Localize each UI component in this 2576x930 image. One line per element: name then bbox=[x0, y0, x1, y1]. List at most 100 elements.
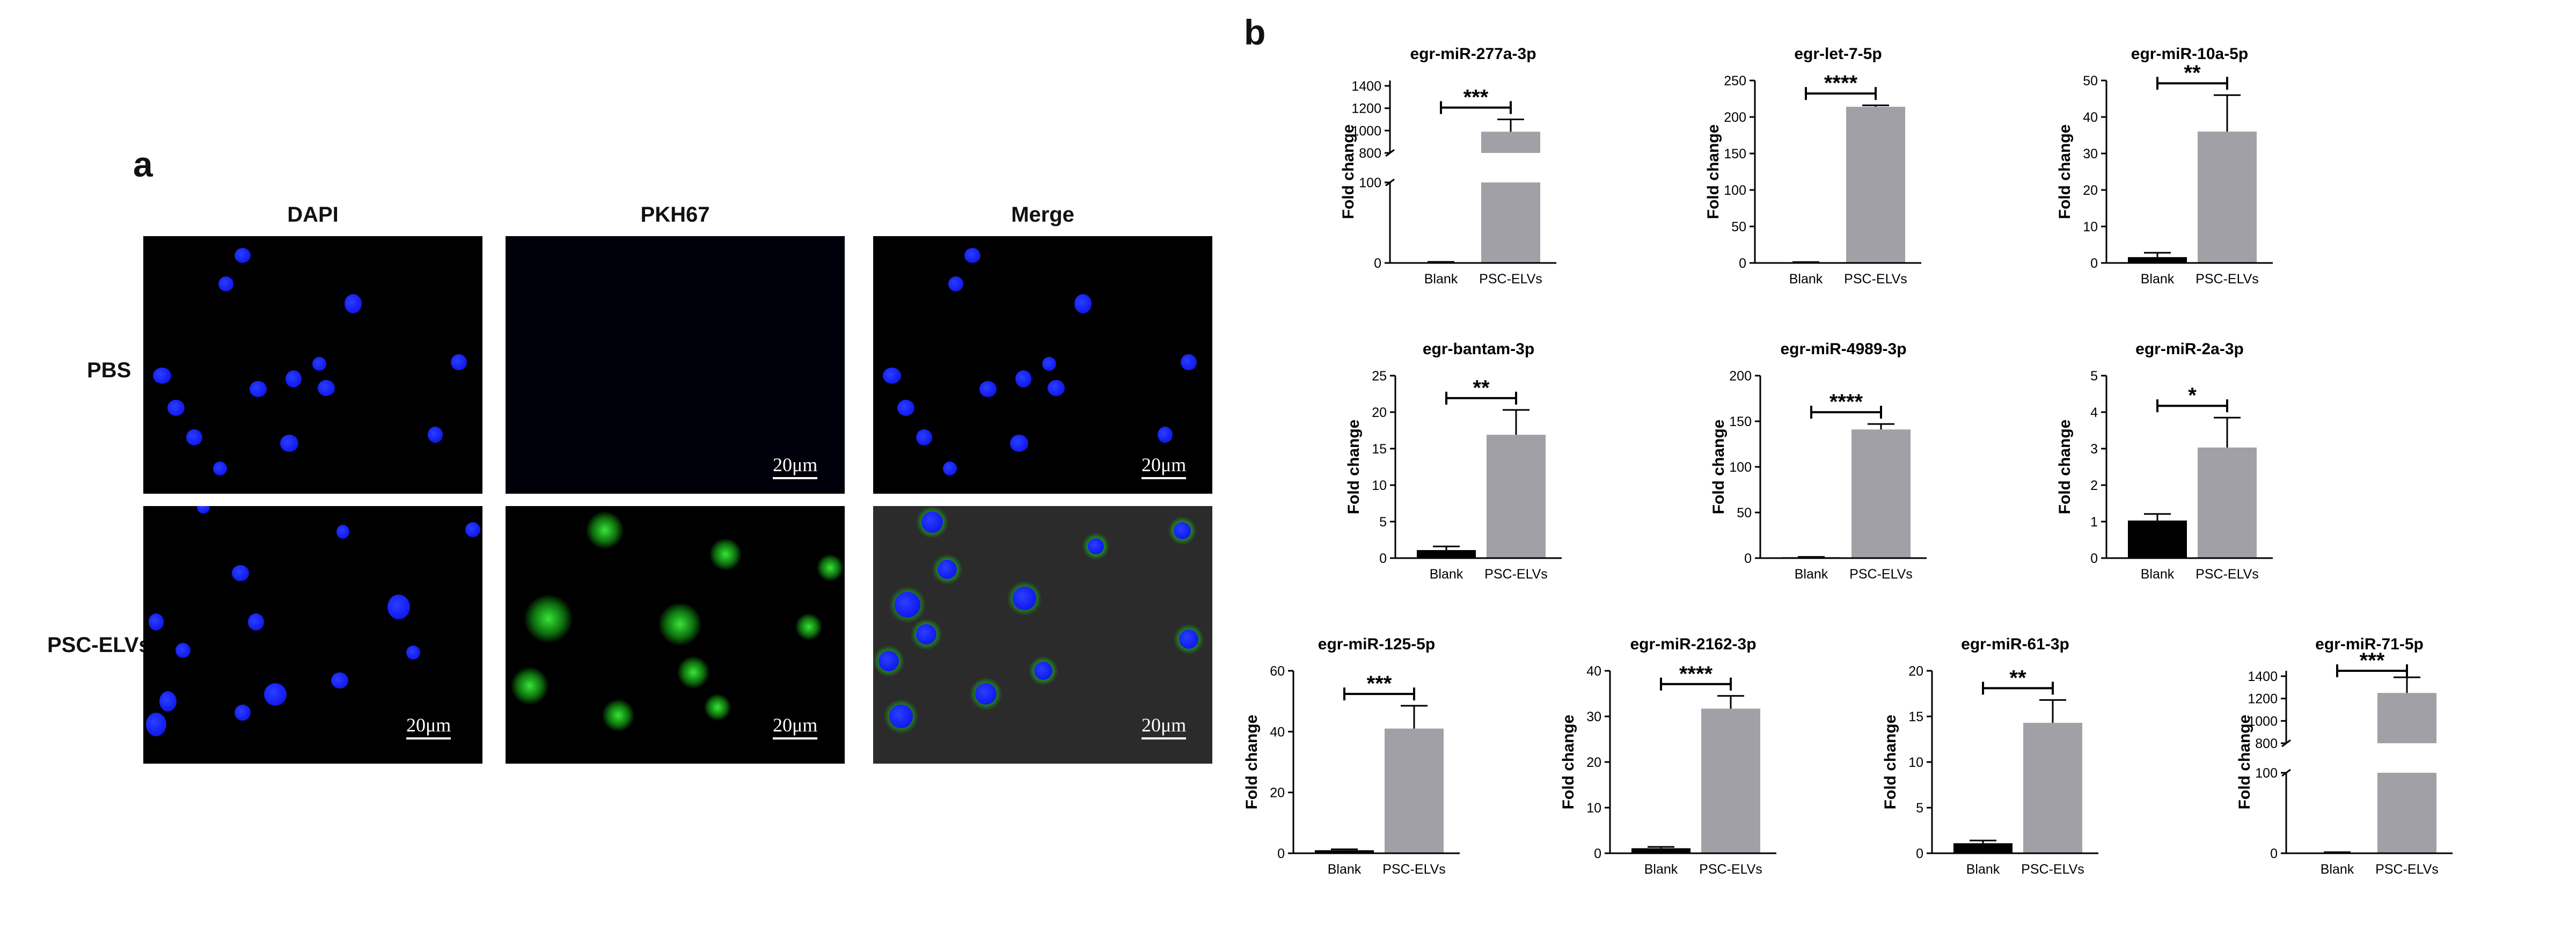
y-axis-label: Fold change bbox=[2056, 420, 2074, 515]
scale-bar: 20μm bbox=[773, 453, 818, 479]
bar-blank bbox=[1953, 843, 2012, 853]
nucleus bbox=[938, 560, 957, 579]
nucleus bbox=[312, 357, 326, 371]
micrograph-pbs-merge bbox=[873, 236, 1212, 494]
x-tick-label: PSC-ELVs bbox=[1849, 567, 1913, 582]
x-tick-label: Blank bbox=[2141, 272, 2175, 287]
y-tick-label: 100 bbox=[1724, 183, 1746, 198]
exosome-signal bbox=[658, 603, 701, 646]
y-axis-label: Fold change bbox=[1882, 715, 1899, 810]
scale-bar: 20μm bbox=[773, 714, 818, 739]
y-axis-label: Fold change bbox=[2056, 125, 2074, 219]
x-tick-label: Blank bbox=[2321, 862, 2354, 877]
nucleus bbox=[1048, 380, 1065, 396]
x-tick-label: Blank bbox=[1789, 272, 1823, 287]
y-tick-label: 200 bbox=[1724, 110, 1746, 125]
nucleus bbox=[235, 248, 251, 263]
nucleus bbox=[280, 435, 298, 452]
x-tick-label: Blank bbox=[1430, 567, 1463, 582]
nucleus bbox=[465, 522, 480, 537]
nucleus bbox=[948, 276, 963, 291]
bar-psc-elvs bbox=[1846, 106, 1905, 263]
y-tick-label: 15 bbox=[1908, 709, 1923, 724]
bar-psc-elvs bbox=[1481, 182, 1540, 263]
nucleus bbox=[235, 705, 251, 721]
nucleus bbox=[1042, 357, 1056, 371]
x-tick-label: PSC-ELVs bbox=[1382, 862, 1446, 877]
y-tick-label: 0 bbox=[1916, 846, 1923, 861]
y-tick-label: 0 bbox=[1379, 551, 1387, 566]
chart-title: egr-miR-10a-5p bbox=[2131, 45, 2248, 63]
column-header-pkh67: PKH67 bbox=[640, 203, 710, 226]
nucleus bbox=[1074, 294, 1092, 313]
chart-title: egr-miR-125-5p bbox=[1318, 635, 1435, 653]
nucleus bbox=[428, 427, 443, 443]
bar-psc-elvs bbox=[1385, 728, 1444, 853]
bar-psc-elvs bbox=[1851, 429, 1911, 558]
nucleus bbox=[218, 276, 233, 291]
significance-stars: * bbox=[2188, 384, 2197, 407]
x-tick-label: Blank bbox=[1966, 862, 2000, 877]
nucleus bbox=[943, 462, 957, 475]
chart-title: egr-miR-71-5p bbox=[2315, 635, 2424, 653]
y-tick-label: 40 bbox=[1270, 724, 1285, 739]
y-tick-label: 100 bbox=[1359, 175, 1381, 191]
panel-a-letter: a bbox=[133, 144, 153, 184]
y-axis-label: Fold change bbox=[1560, 715, 1577, 810]
nucleus bbox=[1034, 662, 1052, 680]
chart-egr-mir-2a-3p: egr-miR-2a-3p Fold change 0 1 2 3 4 5 Blank PSC-E… bbox=[2056, 340, 2273, 582]
nucleus bbox=[897, 400, 914, 416]
nucleus bbox=[159, 691, 177, 712]
nucleus bbox=[318, 380, 335, 396]
y-axis-label: Fold change bbox=[1345, 420, 1363, 515]
x-tick-label: Blank bbox=[1328, 862, 1362, 877]
micrograph-pbs-pkh67 bbox=[506, 236, 845, 494]
chart-title: egr-miR-4989-3p bbox=[1780, 340, 1906, 358]
y-tick-label: 10 bbox=[1372, 478, 1387, 493]
nucleus bbox=[916, 429, 932, 445]
y-tick-label: 10 bbox=[1908, 755, 1923, 770]
nucleus bbox=[336, 525, 349, 539]
x-tick-label: PSC-ELVs bbox=[1844, 272, 1907, 287]
nucleus bbox=[1181, 354, 1197, 370]
column-header-merge: Merge bbox=[1011, 203, 1074, 226]
y-tick-label: 5 bbox=[2090, 369, 2098, 384]
y-axis-label: Fold change bbox=[1710, 420, 1728, 515]
nucleus bbox=[1158, 427, 1173, 443]
nucleus bbox=[1179, 629, 1198, 649]
x-tick-label: Blank bbox=[1424, 272, 1458, 287]
y-axis-label: Fold change bbox=[1340, 125, 1357, 219]
chart-egr-mir-125-5p: egr-miR-125-5p Fold change 0 20 40 60 Blank PSC… bbox=[1243, 635, 1460, 877]
nucleus bbox=[879, 651, 899, 671]
nucleus bbox=[167, 400, 185, 416]
y-axis-label: Fold change bbox=[1704, 125, 1722, 219]
chart-egr-let-7-5p: egr-let-7-5p Fold change 0 50 100 150 200 250 Bl… bbox=[1704, 45, 1921, 287]
y-tick-label: 0 bbox=[1374, 256, 1381, 271]
y-tick-label: 25 bbox=[1372, 369, 1387, 384]
chart-egr-mir-277a-3p: egr-miR-277a-3p Fold change 0 100 800 1000 120… bbox=[1340, 45, 1556, 287]
exosome-signal bbox=[704, 694, 731, 721]
micrograph-psc-merge bbox=[873, 506, 1212, 764]
nucleus bbox=[149, 613, 164, 631]
y-tick-label: 30 bbox=[1586, 709, 1601, 724]
bar-blank bbox=[1631, 848, 1690, 853]
y-tick-label: 0 bbox=[1739, 256, 1746, 271]
bar-psc-elvs bbox=[2198, 447, 2257, 558]
significance-stars: ** bbox=[2184, 61, 2201, 85]
chart-title: egr-miR-2162-3p bbox=[1630, 635, 1756, 653]
scale-bar: 20μm bbox=[1141, 714, 1187, 739]
y-tick-label: 1200 bbox=[1351, 101, 1381, 116]
y-tick-label: 1400 bbox=[2248, 669, 2278, 684]
nucleus bbox=[387, 595, 410, 619]
chart-egr-mir-4989-3p: egr-miR-4989-3p Fold change 0 50 100 150 200 Bl… bbox=[1710, 340, 1927, 582]
y-tick-label: 150 bbox=[1729, 414, 1752, 429]
nucleus bbox=[921, 511, 943, 533]
chart-egr-mir-2162-3p: egr-miR-2162-3p Fold change 0 10 20 30 40 Blank… bbox=[1560, 635, 1776, 877]
y-tick-label: 1200 bbox=[2248, 692, 2278, 707]
significance-stars: *** bbox=[1367, 672, 1392, 695]
bar-psc-elvs bbox=[2198, 131, 2257, 263]
y-tick-label: 1000 bbox=[1351, 123, 1381, 138]
y-tick-label: 20 bbox=[1372, 405, 1387, 420]
y-tick-label: 0 bbox=[1277, 846, 1285, 861]
y-tick-label: 40 bbox=[1586, 664, 1601, 679]
